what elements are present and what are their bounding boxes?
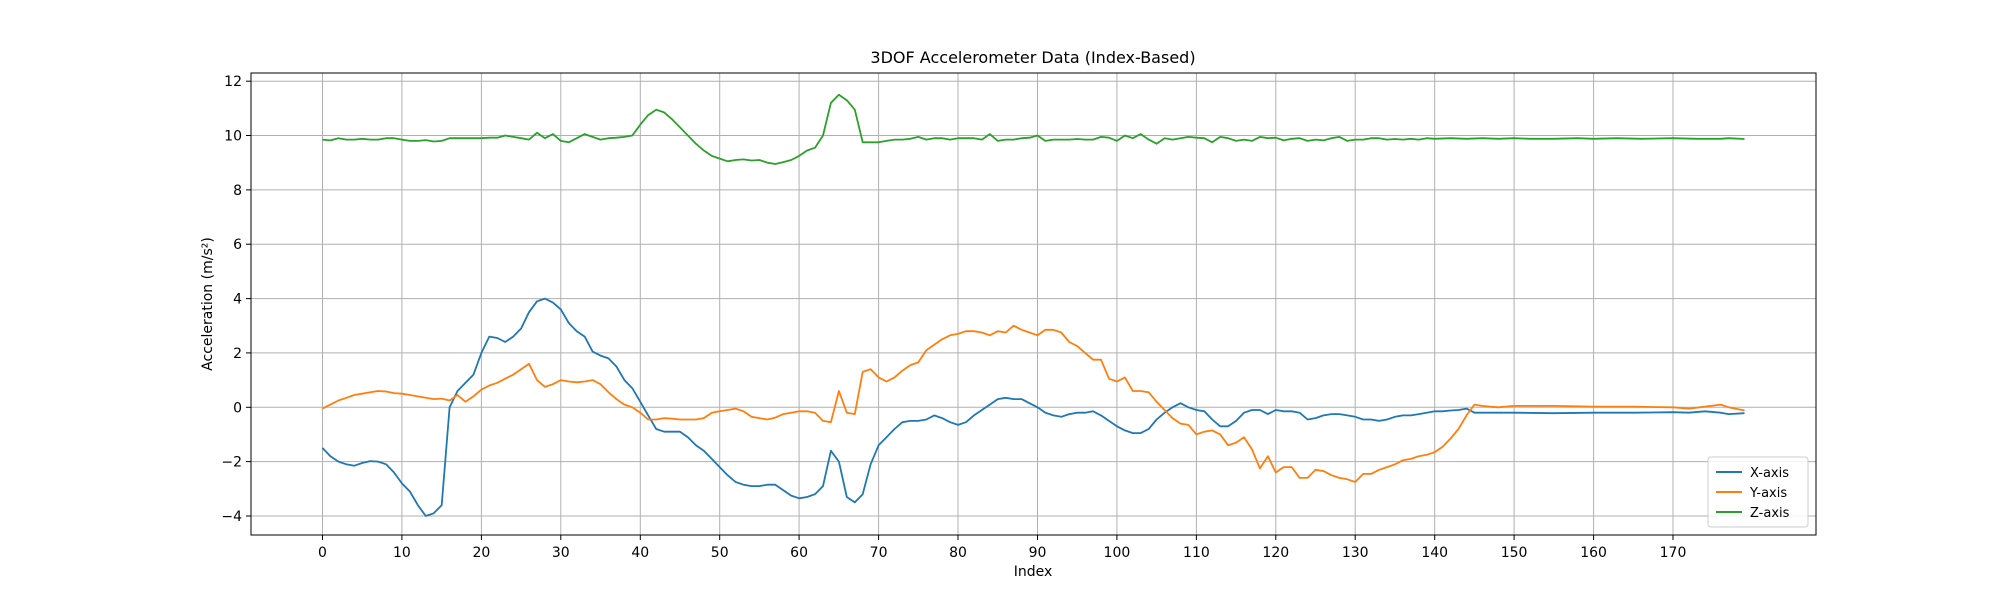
- y-tick-label: 8: [233, 183, 242, 199]
- x-tick-label: 160: [1580, 545, 1607, 561]
- x-tick-label: 30: [552, 545, 570, 561]
- plot-area-frame: [250, 72, 1817, 536]
- x-tick-label: 10: [393, 545, 411, 561]
- grid-lines: [251, 73, 1816, 535]
- x-tick-label: 50: [711, 545, 729, 561]
- x-tick-label: 100: [1104, 545, 1131, 561]
- y-tick-label: 2: [233, 346, 242, 362]
- x-tick-label: 80: [949, 545, 967, 561]
- x-tick-label: 40: [631, 545, 649, 561]
- x-tick-label: 70: [870, 545, 888, 561]
- x-tick-label: 150: [1501, 545, 1528, 561]
- chart-title: 3DOF Accelerometer Data (Index-Based): [870, 48, 1195, 67]
- y-tick-label: 4: [233, 292, 242, 308]
- x-tick-label: 140: [1421, 545, 1448, 561]
- series-line-y-axis: [322, 324, 1745, 483]
- data-series: [321, 93, 1745, 517]
- legend-label-z-axis: Z-axis: [1750, 506, 1790, 521]
- x-tick-label: 110: [1183, 545, 1210, 561]
- x-axis-label: Index: [1014, 564, 1053, 580]
- legend-label-x-axis: X-axis: [1750, 466, 1789, 481]
- series-line-z-axis: [322, 93, 1745, 165]
- x-tick-label: 170: [1660, 545, 1687, 561]
- x-tick-label: 130: [1342, 545, 1369, 561]
- x-axis-ticks: 0 10 20 30 40 50 60 70 80 90 100 110 120 130 140 150 160…: [318, 535, 1686, 561]
- y-tick-label: 0: [233, 400, 242, 416]
- x-tick-label: 120: [1262, 545, 1289, 561]
- y-axis-ticks: −4 −2 0 2 4 6 8 10 12: [221, 74, 251, 525]
- legend-box: [1707, 456, 1809, 528]
- y-tick-label: 12: [224, 74, 242, 90]
- x-tick-label: 20: [472, 545, 490, 561]
- x-tick-label: 0: [318, 545, 327, 561]
- y-tick-label: −4: [221, 509, 242, 525]
- y-tick-label: 6: [233, 237, 242, 253]
- series-line-x-axis: [321, 297, 1745, 517]
- y-tick-label: 10: [224, 129, 242, 145]
- x-tick-label: 90: [1029, 545, 1047, 561]
- y-tick-label: −2: [221, 455, 242, 471]
- y-axis-label: Acceleration (m/s²): [200, 237, 216, 371]
- legend-label-y-axis: Y-axis: [1749, 486, 1787, 501]
- x-tick-label: 60: [790, 545, 808, 561]
- legend: X-axis Y-axis Z-axis: [1707, 456, 1809, 528]
